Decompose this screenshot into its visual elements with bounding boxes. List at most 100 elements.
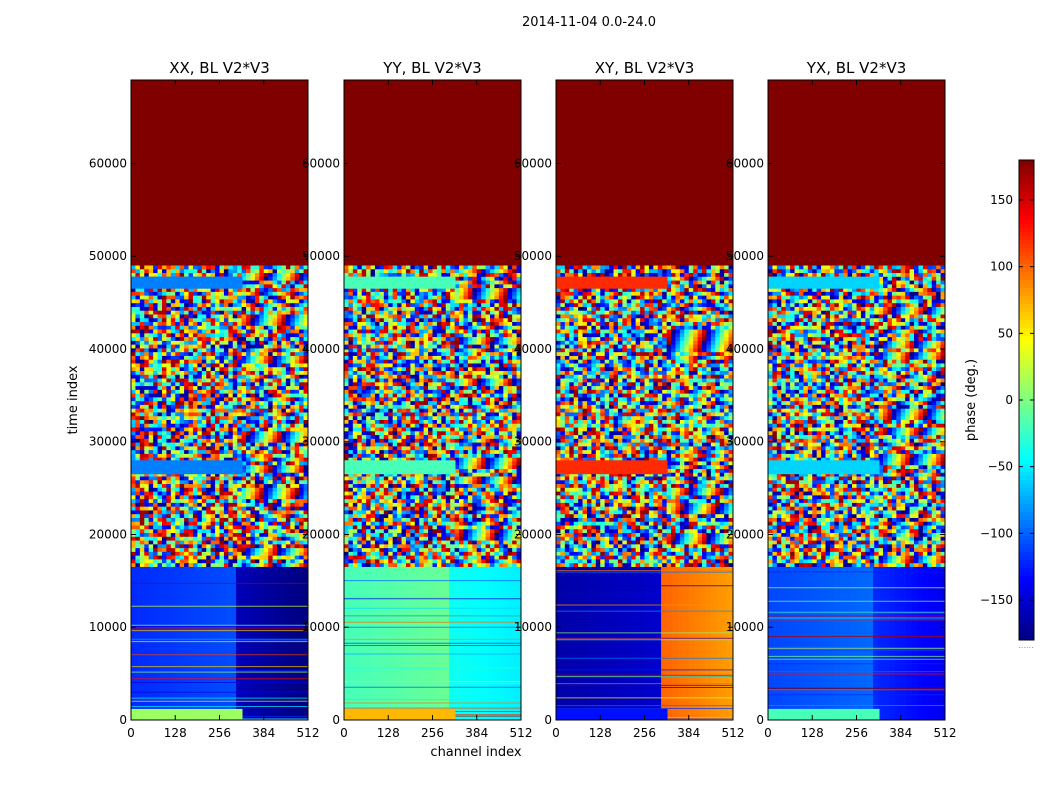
noise-cell	[170, 442, 176, 447]
noise-cell	[272, 521, 278, 526]
noise-cell	[392, 265, 398, 270]
noise-cell	[254, 536, 260, 541]
noise-cell	[419, 295, 425, 300]
noise-cell	[192, 499, 198, 504]
noise-cell	[254, 325, 260, 330]
noise-cell	[206, 393, 212, 398]
noise-cell	[254, 491, 260, 496]
noise-cell	[436, 378, 442, 383]
noise-cell	[498, 371, 504, 376]
noise-cell	[512, 265, 517, 270]
noise-cell	[175, 442, 181, 447]
noise-cell	[450, 288, 456, 293]
noise-cell	[410, 318, 416, 323]
noise-cell	[139, 291, 145, 297]
noise-cell	[161, 389, 167, 395]
noise-cell	[179, 322, 185, 327]
noise-cell	[512, 389, 517, 395]
noise-cell	[166, 318, 172, 323]
noise-cell	[250, 484, 256, 489]
noise-cell	[454, 329, 460, 334]
noise-cell	[228, 506, 234, 511]
noise-cell	[188, 514, 194, 519]
noise-cell	[392, 344, 398, 349]
noise-cell	[516, 340, 522, 346]
noise-cell	[153, 299, 158, 304]
noise-cell	[272, 337, 278, 342]
noise-cell	[131, 318, 136, 323]
noise-cell	[344, 404, 349, 410]
noise-cell	[277, 420, 282, 425]
noise-cell	[139, 435, 145, 440]
noise-cell	[348, 397, 354, 402]
noise-cell	[139, 352, 145, 357]
noise-cell	[299, 412, 304, 417]
noise-cell	[272, 431, 278, 436]
noise-cell	[401, 393, 407, 398]
noise-cell	[476, 314, 482, 319]
noise-cell	[512, 306, 517, 312]
noise-cell	[184, 374, 189, 379]
noise-cell	[281, 457, 287, 462]
noise-cell	[223, 340, 229, 346]
noise-cell	[405, 325, 411, 330]
noise-cell	[175, 397, 181, 402]
noise-cell	[294, 329, 300, 334]
noise-cell	[179, 371, 185, 376]
noise-cell	[148, 548, 154, 553]
noise-cell	[357, 329, 363, 334]
noise-cell	[374, 269, 380, 274]
noise-cell	[357, 352, 363, 357]
noise-cell	[179, 295, 185, 300]
noise-cell	[290, 404, 296, 410]
noise-cell	[254, 540, 260, 545]
noise-cell	[303, 476, 309, 481]
noise-cell	[139, 544, 145, 549]
noise-cell	[432, 291, 438, 297]
noise-cell	[219, 363, 225, 368]
noise-cell	[392, 269, 398, 274]
noise-cell	[401, 306, 407, 312]
noise-cell	[228, 551, 234, 557]
noise-cell	[281, 325, 287, 330]
noise-cell	[237, 510, 243, 515]
noise-cell	[294, 348, 300, 353]
noise-cell	[352, 363, 358, 368]
noise-cell	[450, 374, 456, 379]
noise-cell	[494, 382, 500, 387]
noise-cell	[157, 559, 163, 564]
noise-cell	[228, 435, 234, 440]
noise-cell	[161, 408, 167, 413]
noise-cell	[241, 299, 247, 304]
noise-cell	[144, 472, 150, 477]
band-column	[191, 566, 198, 720]
noise-cell	[494, 352, 500, 357]
noise-cell	[281, 284, 287, 289]
noise-cell	[153, 393, 158, 398]
noise-cell	[516, 393, 522, 398]
noise-cell	[370, 348, 376, 353]
noise-cell	[263, 529, 269, 534]
noise-cell	[361, 363, 367, 368]
band-column	[164, 566, 171, 720]
noise-cell	[241, 310, 247, 315]
noise-cell	[139, 363, 145, 368]
noise-cell	[170, 344, 176, 349]
noise-cell	[170, 551, 176, 557]
noise-cell	[290, 363, 296, 368]
noise-cell	[419, 397, 425, 402]
noise-cell	[263, 355, 269, 361]
noise-cell	[179, 333, 185, 338]
noise-cell	[303, 438, 309, 444]
noise-cell	[454, 352, 460, 357]
noise-cell	[281, 288, 287, 293]
noise-cell	[263, 423, 269, 428]
noise-cell	[206, 389, 212, 395]
noise-cell	[161, 506, 167, 511]
noise-cell	[175, 420, 181, 425]
noise-cell	[166, 371, 172, 376]
noise-cell	[166, 378, 172, 383]
noise-cell	[175, 344, 181, 349]
noise-cell	[188, 371, 194, 376]
noise-cell	[277, 322, 282, 327]
